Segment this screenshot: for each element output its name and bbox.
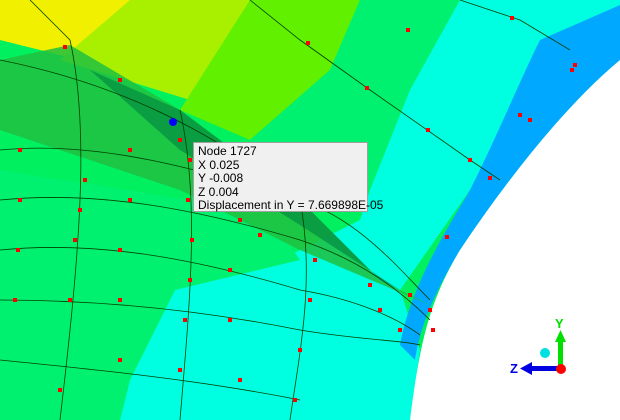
node-marker xyxy=(406,28,410,32)
node-marker xyxy=(293,398,297,402)
node-marker xyxy=(488,176,492,180)
y-axis-arrowhead xyxy=(555,330,566,342)
node-marker xyxy=(118,78,122,82)
x-axis-dot xyxy=(540,348,550,358)
node-marker xyxy=(58,388,62,392)
node-marker xyxy=(426,128,430,132)
node-marker xyxy=(368,283,372,287)
node-marker xyxy=(83,178,87,182)
node-marker xyxy=(428,308,432,312)
node-marker xyxy=(528,118,532,122)
mesh-lines xyxy=(0,0,571,420)
node-marker xyxy=(178,368,182,372)
node-marker xyxy=(63,45,67,49)
tooltip-node-id: Node 1727 xyxy=(198,144,257,158)
tooltip-x: X 0.025 xyxy=(198,157,240,172)
node-marker xyxy=(68,298,72,302)
node-marker xyxy=(238,378,242,382)
node-marker xyxy=(188,278,192,282)
contour-cyan xyxy=(120,0,620,420)
node-marker xyxy=(73,238,77,242)
y-axis-label: Y xyxy=(555,316,564,331)
node-marker xyxy=(16,248,20,252)
tooltip-z: Z 0.004 xyxy=(198,184,239,199)
node-marker xyxy=(186,198,190,202)
contour-green xyxy=(180,0,360,140)
hole-boundary xyxy=(410,60,620,420)
node-marker xyxy=(468,158,472,162)
node-marker xyxy=(431,328,435,332)
triad-origin xyxy=(556,364,566,374)
z-axis-arrow xyxy=(530,366,560,371)
node-marker xyxy=(188,158,192,162)
axis-triad xyxy=(520,330,566,375)
z-axis-label: Z xyxy=(510,361,518,376)
node-marker xyxy=(298,348,302,352)
node-marker xyxy=(510,16,514,20)
node-marker xyxy=(78,208,82,212)
node-marker xyxy=(13,298,17,302)
node-marker xyxy=(570,68,574,72)
node-marker xyxy=(398,328,402,332)
tooltip-y: Y -0.008 xyxy=(198,171,244,185)
node-marker xyxy=(18,148,22,152)
node-marker xyxy=(128,148,132,152)
node-marker xyxy=(118,298,122,302)
node-marker xyxy=(378,308,382,312)
node-marker xyxy=(258,233,262,237)
selected-node[interactable] xyxy=(169,118,177,126)
node-info-tooltip: Node 1727 X 0.025 Y -0.008 Z 0.004 Displ… xyxy=(193,142,384,212)
node-marker xyxy=(18,198,22,202)
node-marker xyxy=(365,86,369,90)
node-marker xyxy=(118,248,122,252)
y-axis-arrow xyxy=(558,340,563,368)
node-marker xyxy=(118,358,122,362)
node-marker xyxy=(518,113,522,117)
node-marker xyxy=(408,293,412,297)
node-marker xyxy=(238,218,242,222)
node-markers xyxy=(13,16,577,402)
node-marker xyxy=(183,318,187,322)
node-marker xyxy=(228,268,232,272)
node-marker xyxy=(190,238,194,242)
z-axis-arrowhead xyxy=(520,362,532,375)
contour-yellow xyxy=(0,0,130,60)
tooltip-result: Displacement in Y = 7.669898E-05 xyxy=(198,198,384,212)
node-marker xyxy=(128,198,132,202)
node-marker xyxy=(445,235,449,239)
node-marker xyxy=(308,298,312,302)
node-marker xyxy=(573,63,577,67)
contour-green-lower xyxy=(0,170,300,420)
contour-blue-rim xyxy=(400,5,620,360)
node-marker xyxy=(313,258,317,262)
node-marker xyxy=(306,41,310,45)
node-marker xyxy=(228,318,232,322)
node-marker xyxy=(178,138,182,142)
